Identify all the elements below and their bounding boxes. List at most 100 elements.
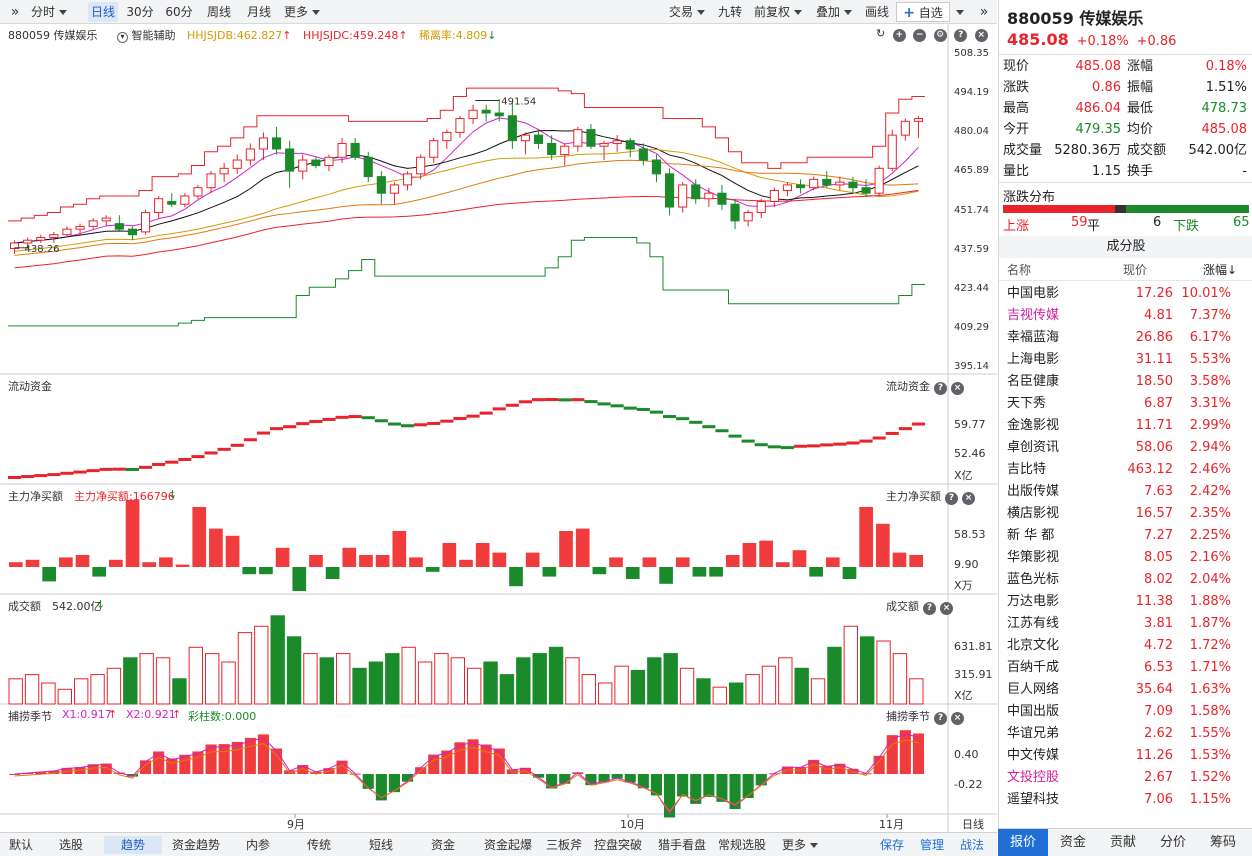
period-5-button[interactable]: 月线 <box>246 5 271 19</box>
constituent-row[interactable]: 文投控股 2.67 1.52% <box>1007 767 1249 789</box>
close-icon[interactable]: × <box>951 382 964 395</box>
constituent-name: 横店影视 <box>1007 506 1060 521</box>
season-bar <box>690 774 702 804</box>
constituent-row[interactable]: 巨人网络 35.64 1.63% <box>1007 679 1249 701</box>
constituent-row[interactable]: 华策影视 8.05 2.16% <box>1007 547 1249 569</box>
season-tick: -0.22 <box>954 778 983 791</box>
strategy-tab-3[interactable]: 资金趋势 <box>171 838 220 852</box>
help-icon[interactable]: ? <box>923 602 936 615</box>
period-label[interactable]: 日线 <box>962 818 984 831</box>
constituent-row[interactable]: 吉比特 463.12 2.46% <box>1007 459 1249 481</box>
strategy-tab-1[interactable]: 选股 <box>58 838 83 852</box>
period-0-button[interactable]: 分时 <box>30 2 68 22</box>
close-icon[interactable]: × <box>940 602 953 615</box>
constituent-row[interactable]: 华谊兄弟 2.62 1.55% <box>1007 723 1249 745</box>
collapse-sidebar-icon[interactable]: » <box>979 4 989 20</box>
candle-body <box>62 228 72 236</box>
constituent-row[interactable]: 中国出版 7.09 1.58% <box>1007 701 1249 723</box>
settings-icon[interactable]: ⚙ <box>933 29 947 42</box>
flow-bar <box>139 465 153 469</box>
tool-2-button[interactable]: 前复权 <box>750 2 806 22</box>
flow-bar <box>309 420 323 424</box>
bottom-action-1[interactable]: 管理 <box>919 838 944 852</box>
candle-body <box>442 131 452 142</box>
sidebar-tab-2[interactable]: 贡献 <box>1109 835 1136 850</box>
constituent-row[interactable]: 新 华 都 7.27 2.25% <box>1007 525 1249 547</box>
refresh-icon[interactable]: ↻ <box>876 27 886 40</box>
help-icon[interactable]: ? <box>954 29 968 42</box>
constituent-row[interactable]: 卓创资讯 58.06 2.94% <box>1007 437 1249 459</box>
constituent-row[interactable]: 名臣健康 18.50 3.58% <box>1007 371 1249 393</box>
period-3-button[interactable]: 60分 <box>165 5 193 19</box>
constituent-row[interactable]: 吉视传媒 4.81 7.37% <box>1007 305 1249 327</box>
add-watchlist-dropdown[interactable] <box>951 2 965 22</box>
constituent-row[interactable]: 中国电影 17.26 10.01% <box>1007 283 1249 305</box>
constituent-row[interactable]: 江苏有线 3.81 1.87% <box>1007 613 1249 635</box>
chart-canvas[interactable]: 491.54 438.26 9月 10月 11月 <box>0 24 997 832</box>
add-watchlist-button[interactable]: + 自选 <box>896 2 950 22</box>
zoom-out-icon[interactable]: − <box>913 29 927 42</box>
flow-bar <box>794 444 808 448</box>
sidebar-tab-0[interactable]: 报价 <box>998 829 1048 856</box>
season-x2: X2:0.921 <box>126 708 176 721</box>
strategy-tab-11[interactable]: 猎手看盘 <box>657 838 706 852</box>
quote-label: 换手 <box>1127 164 1154 179</box>
constituent-row[interactable]: 万达电影 11.38 1.88% <box>1007 591 1249 613</box>
help-icon[interactable]: ? <box>934 712 947 725</box>
sidebar-tab-1[interactable]: 资金 <box>1059 835 1086 850</box>
col-name[interactable]: 名称 <box>1007 263 1032 277</box>
assist-toggle-icon[interactable]: ▾ <box>117 32 128 43</box>
constituent-row[interactable]: 中文传媒 11.26 1.53% <box>1007 745 1249 767</box>
strategy-tab-6[interactable]: 短线 <box>368 838 393 852</box>
strategy-tab-4[interactable]: 内参 <box>245 838 270 852</box>
constituent-row[interactable]: 横店影视 16.57 2.35% <box>1007 503 1249 525</box>
col-price[interactable]: 现价 <box>1123 263 1148 277</box>
constituent-row[interactable]: 上海电影 31.11 5.53% <box>1007 349 1249 371</box>
close-icon[interactable]: × <box>974 29 988 42</box>
help-icon[interactable]: ? <box>945 492 958 505</box>
season-bar <box>912 733 924 774</box>
period-1-button[interactable]: 日线 <box>88 2 118 22</box>
bottom-action-2[interactable]: 战法 <box>959 838 984 852</box>
tool-1-button[interactable]: 九转 <box>717 5 742 19</box>
constituent-row[interactable]: 出版传媒 7.63 2.42% <box>1007 481 1249 503</box>
ma-line <box>14 159 919 256</box>
strategy-tab-9[interactable]: 三板斧 <box>545 838 582 852</box>
constituent-row[interactable]: 幸福蓝海 26.86 6.17% <box>1007 327 1249 349</box>
season-bar <box>297 765 309 774</box>
period-4-button[interactable]: 周线 <box>206 5 231 19</box>
strategy-tab-0[interactable]: 默认 <box>8 838 33 852</box>
strategy-tab-7[interactable]: 资金 <box>430 838 455 852</box>
help-icon[interactable]: ? <box>934 382 947 395</box>
tool-4-button[interactable]: 画线 <box>864 5 889 19</box>
constituent-row[interactable]: 金逸影视 11.71 2.99% <box>1007 415 1249 437</box>
period-2-button[interactable]: 30分 <box>126 5 154 19</box>
constituent-row[interactable]: 百纳千成 6.53 1.71% <box>1007 657 1249 679</box>
period-6-button[interactable]: 更多 <box>282 2 322 22</box>
constituent-row[interactable]: 蓝色光标 8.02 2.04% <box>1007 569 1249 591</box>
main-net-bar <box>225 535 240 567</box>
strategy-tab-10[interactable]: 控盘突破 <box>593 838 642 852</box>
constituent-row[interactable]: 遥望科技 7.06 1.15% <box>1007 789 1249 811</box>
close-icon[interactable]: × <box>951 712 964 725</box>
col-change[interactable]: 涨幅↓ <box>1203 263 1238 277</box>
strategy-tab-12[interactable]: 常规选股 <box>717 838 766 852</box>
strategy-tab-2[interactable]: 趋势 <box>104 836 162 854</box>
season-bar <box>886 735 898 774</box>
smart-assist-label[interactable]: 智能辅助 <box>131 29 176 42</box>
strategy-tab-13[interactable]: 更多 <box>776 836 824 854</box>
main-net-tick: 58.53 <box>954 528 986 541</box>
strategy-tab-5[interactable]: 传统 <box>306 838 331 852</box>
sidebar-tab-4[interactable]: 筹码 <box>1209 835 1236 850</box>
tool-0-button[interactable]: 交易 <box>664 2 710 22</box>
zoom-in-icon[interactable]: + <box>892 29 906 42</box>
strategy-tab-8[interactable]: 资金起爆 <box>483 838 532 852</box>
expand-icon[interactable]: » <box>10 4 20 20</box>
close-icon[interactable]: × <box>962 492 975 505</box>
bottom-action-0[interactable]: 保存 <box>879 838 904 852</box>
season-bar <box>244 737 256 774</box>
tool-3-button[interactable]: 叠加 <box>810 2 858 22</box>
sidebar-tab-3[interactable]: 分价 <box>1159 835 1186 850</box>
constituent-row[interactable]: 北京文化 4.72 1.72% <box>1007 635 1249 657</box>
constituent-row[interactable]: 天下秀 6.87 3.31% <box>1007 393 1249 415</box>
